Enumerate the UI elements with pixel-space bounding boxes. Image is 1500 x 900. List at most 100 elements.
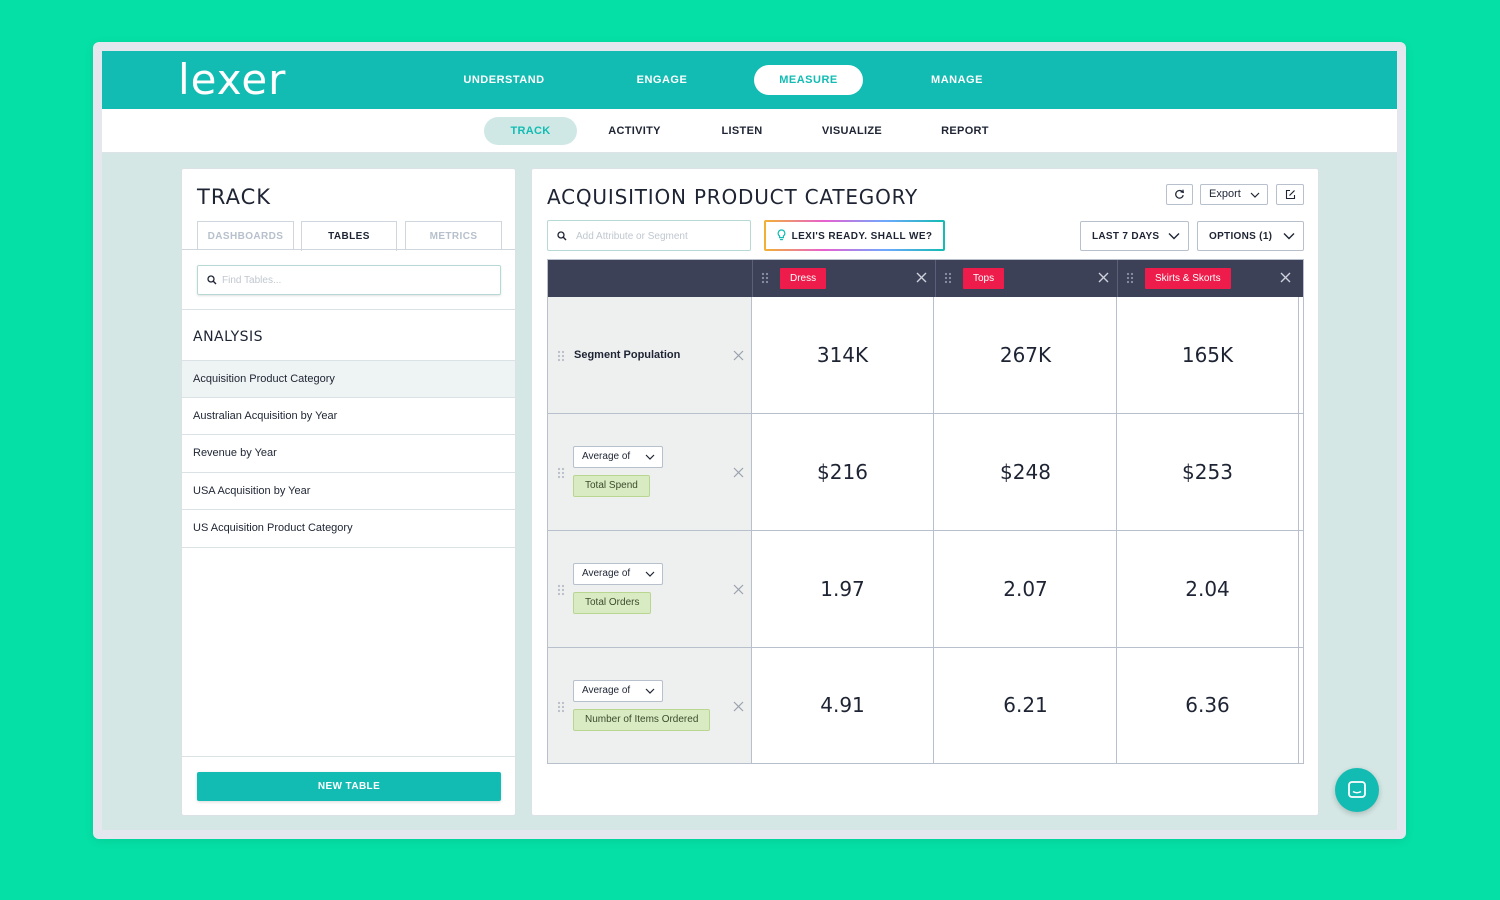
chevron-down-icon: [1168, 233, 1180, 240]
row-label-total-spend: Average of Total Spend: [548, 414, 752, 530]
metric-tag[interactable]: Number of Items Ordered: [573, 709, 711, 731]
table-cell[interactable]: 2.04: [1117, 531, 1299, 647]
metric-tag[interactable]: Total Spend: [573, 475, 650, 497]
export-button[interactable]: Export: [1200, 184, 1268, 205]
date-range-dropdown[interactable]: LAST 7 DAYS: [1080, 221, 1189, 251]
table-cell[interactable]: 314K: [752, 297, 934, 413]
close-icon[interactable]: [733, 701, 744, 712]
chevron-down-icon: [645, 688, 655, 694]
lightbulb-icon: [777, 229, 785, 241]
chevron-down-icon: [1283, 233, 1295, 240]
app-window: lexer UNDERSTAND ENGAGE MEASURE MANAGE T…: [102, 51, 1397, 830]
table-cell[interactable]: 1.97: [752, 531, 934, 647]
row-divider: [548, 413, 1303, 414]
nav-measure[interactable]: MEASURE: [754, 65, 863, 95]
aggregation-label: Average of: [582, 451, 631, 462]
aggregation-dropdown[interactable]: Average of: [573, 680, 663, 702]
list-item[interactable]: Australian Acquisition by Year: [182, 398, 515, 435]
top-navbar: lexer UNDERSTAND ENGAGE MEASURE MANAGE: [102, 51, 1397, 109]
drag-handle-icon[interactable]: [944, 272, 952, 284]
nav-understand[interactable]: UNDERSTAND: [463, 74, 545, 86]
list-item[interactable]: USA Acquisition by Year: [182, 473, 515, 510]
row-divider: [548, 647, 1303, 648]
drag-handle-icon[interactable]: [1126, 272, 1134, 284]
refresh-icon: [1175, 189, 1185, 199]
refresh-button[interactable]: [1166, 184, 1193, 205]
table-cell[interactable]: 6.36: [1117, 648, 1299, 763]
table-cell[interactable]: 2.07: [935, 531, 1117, 647]
page-title: ACQUISITION PRODUCT CATEGORY: [547, 185, 919, 209]
table-cell[interactable]: $248: [935, 414, 1117, 530]
column-tag: Dress: [780, 268, 827, 289]
drag-handle-icon[interactable]: [557, 350, 565, 362]
table-cell[interactable]: $253: [1117, 414, 1299, 530]
subnav-listen[interactable]: LISTEN: [721, 125, 763, 137]
column-header-tops: Tops: [935, 260, 1117, 297]
row-label-text: Segment Population: [574, 349, 681, 361]
data-table: Dress Tops: [547, 259, 1304, 764]
close-icon[interactable]: [733, 350, 744, 361]
subnav-report[interactable]: REPORT: [941, 125, 989, 137]
subnav-activity[interactable]: ACTIVITY: [608, 125, 661, 137]
drag-handle-icon[interactable]: [557, 467, 565, 479]
search-icon: [207, 275, 217, 285]
row-label-segment-population: Segment Population: [548, 297, 752, 413]
list-item[interactable]: Revenue by Year: [182, 435, 515, 473]
sub-navbar: TRACK ACTIVITY LISTEN VISUALIZE REPORT: [102, 109, 1397, 153]
chevron-down-icon: [645, 571, 655, 577]
main-panel: ACQUISITION PRODUCT CATEGORY Export: [531, 168, 1319, 816]
aggregation-label: Average of: [582, 568, 631, 579]
drag-handle-icon[interactable]: [557, 584, 565, 596]
close-icon[interactable]: [733, 467, 744, 478]
close-icon[interactable]: [1280, 272, 1291, 283]
drag-handle-icon[interactable]: [557, 701, 565, 713]
lexi-label: LEXI'S READY. SHALL WE?: [791, 231, 933, 242]
chat-icon: [1348, 781, 1366, 798]
subnav-visualize[interactable]: VISUALIZE: [821, 125, 883, 137]
drag-handle-icon[interactable]: [761, 272, 769, 284]
close-icon[interactable]: [916, 272, 927, 283]
lexi-button[interactable]: LEXI'S READY. SHALL WE?: [764, 220, 945, 251]
row-divider: [548, 530, 1303, 531]
column-header-skirts: Skirts & Skorts: [1117, 260, 1299, 297]
table-cell[interactable]: 4.91: [752, 648, 934, 763]
table-list: Acquisition Product Category Australian …: [182, 360, 515, 548]
aggregation-dropdown[interactable]: Average of: [573, 446, 663, 468]
lexer-logo[interactable]: lexer: [178, 55, 287, 104]
table-cell[interactable]: 267K: [935, 297, 1117, 413]
close-icon[interactable]: [733, 584, 744, 595]
search-icon: [557, 231, 567, 241]
table-cell[interactable]: 6.21: [935, 648, 1117, 763]
edit-button[interactable]: [1276, 184, 1304, 205]
table-cell[interactable]: $216: [752, 414, 934, 530]
column-header-dress: Dress: [752, 260, 935, 297]
attribute-search-input[interactable]: [576, 228, 746, 244]
aggregation-label: Average of: [582, 685, 631, 696]
list-item[interactable]: US Acquisition Product Category: [182, 510, 515, 548]
column-tag: Tops: [963, 268, 1005, 289]
list-item[interactable]: Acquisition Product Category: [182, 360, 515, 398]
options-dropdown[interactable]: OPTIONS (1): [1197, 221, 1304, 251]
metric-tag[interactable]: Total Orders: [573, 592, 652, 614]
tab-tables[interactable]: TABLES: [301, 221, 397, 251]
chat-launcher-button[interactable]: [1335, 768, 1379, 812]
chevron-down-icon: [1250, 192, 1260, 198]
subnav-track[interactable]: TRACK: [484, 117, 577, 145]
table-cell[interactable]: 165K: [1117, 297, 1299, 413]
section-title: ANALYSIS: [193, 329, 264, 345]
options-label: OPTIONS (1): [1209, 230, 1273, 242]
table-header: Dress Tops: [548, 260, 1303, 297]
find-tables-input[interactable]: [222, 272, 492, 289]
panel-title: TRACK: [197, 185, 271, 209]
aggregation-dropdown[interactable]: Average of: [573, 563, 663, 585]
left-panel: TRACK DASHBOARDS TABLES METRICS ANALYSIS…: [181, 168, 516, 816]
nav-engage[interactable]: ENGAGE: [636, 74, 688, 86]
tab-metrics[interactable]: METRICS: [405, 221, 502, 250]
divider: [182, 756, 515, 757]
new-table-button[interactable]: NEW TABLE: [197, 772, 501, 801]
close-icon[interactable]: [1098, 272, 1109, 283]
nav-manage[interactable]: MANAGE: [931, 74, 983, 86]
tab-dashboards[interactable]: DASHBOARDS: [197, 221, 294, 250]
tab-divider: [182, 249, 515, 250]
chevron-down-icon: [645, 454, 655, 460]
